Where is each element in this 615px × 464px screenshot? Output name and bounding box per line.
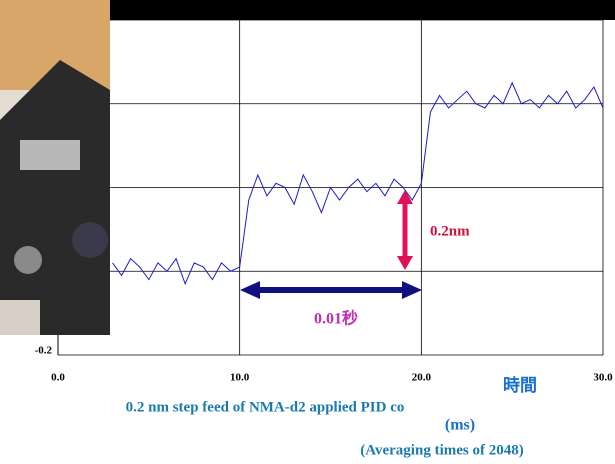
annotation: 0.2nm (430, 223, 470, 239)
x-label: 時間 (503, 375, 537, 396)
top-band (110, 0, 615, 20)
photo-disk (72, 222, 108, 258)
photo (0, 0, 110, 335)
x-unit: (ms) (445, 417, 475, 434)
chart-title: 0.2 nm step feed of NMA-d2 applied PID c… (126, 399, 405, 415)
x-tick-label: 0.0 (51, 372, 65, 384)
x-tick-label: 10.0 (230, 372, 250, 384)
h-arrow-heads (240, 281, 422, 299)
annotation: 0.01秒 (314, 309, 358, 328)
y-tick-label: -0.2 (35, 345, 53, 357)
x-tick-label: 30.0 (593, 372, 613, 384)
photo-corner (0, 300, 40, 335)
arrows (240, 190, 422, 299)
x-tick-label: 20.0 (412, 372, 432, 384)
subtitle: (Averaging times of 2048) (360, 442, 523, 458)
data-line (112, 81, 604, 286)
photo-part (20, 140, 80, 170)
photo-knob (14, 246, 42, 274)
